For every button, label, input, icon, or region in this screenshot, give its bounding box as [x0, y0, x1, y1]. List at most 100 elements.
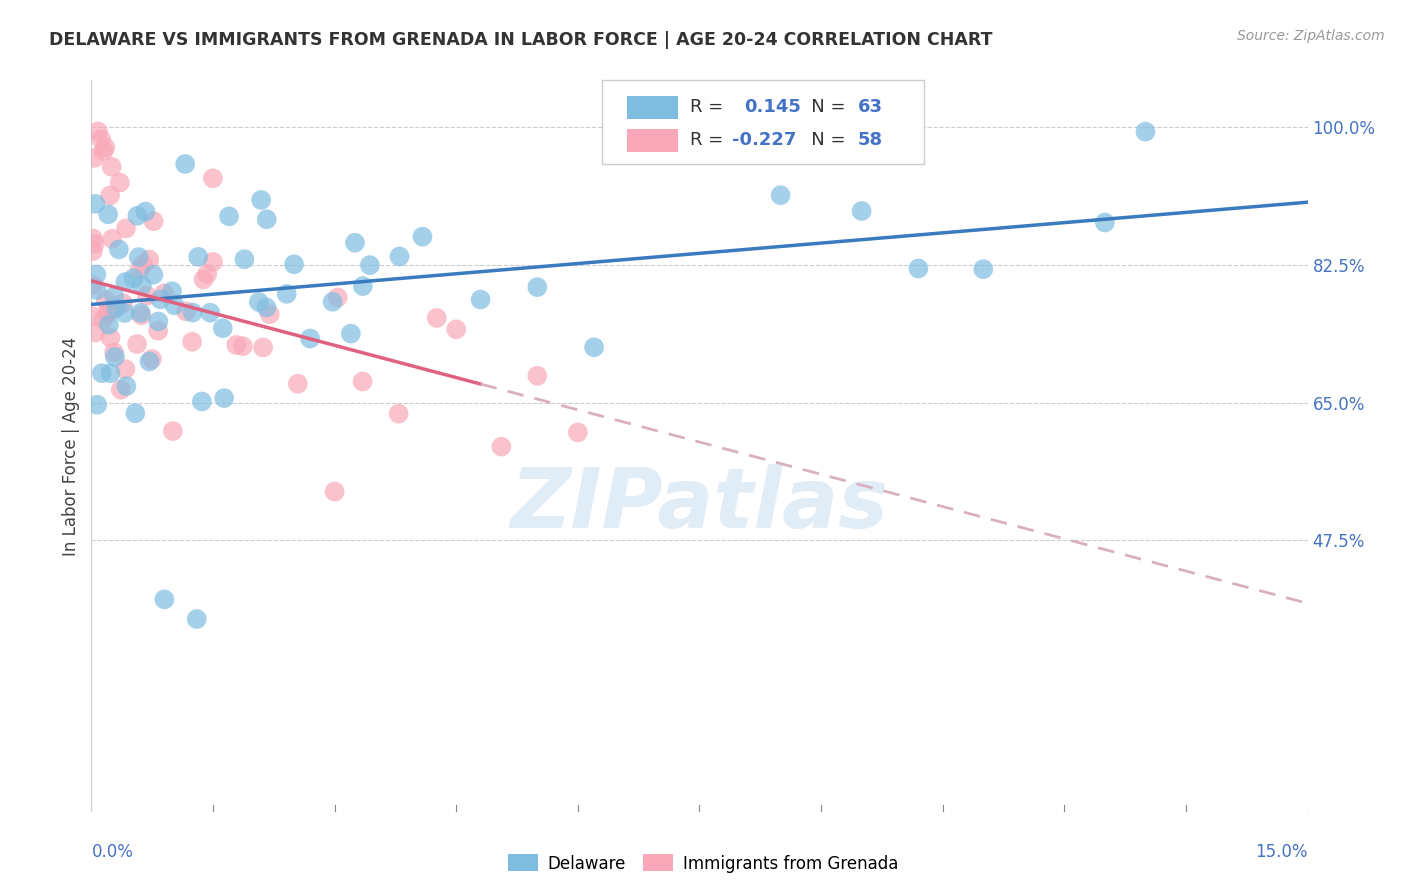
- Point: [98, 188, 121, 202]
- Point: [108, 176, 131, 190]
- Point: [97, 303, 120, 318]
- Point: [138, 354, 160, 368]
- Bar: [627, 128, 678, 152]
- Point: [160, 285, 183, 299]
- Point: [259, 307, 281, 321]
- Point: [388, 249, 411, 263]
- Point: [283, 257, 305, 271]
- Text: N =: N =: [794, 98, 852, 116]
- Point: [444, 322, 467, 336]
- Text: DELAWARE VS IMMIGRANTS FROM GRENADA IN LABOR FORCE | AGE 20-24 CORRELATION CHART: DELAWARE VS IMMIGRANTS FROM GRENADA IN L…: [49, 31, 993, 49]
- Point: [688, 113, 710, 128]
- Point: [250, 193, 273, 207]
- Point: [388, 407, 411, 421]
- Point: [83, 151, 105, 165]
- Text: 15.0%: 15.0%: [1256, 843, 1308, 861]
- Point: [84, 197, 107, 211]
- FancyBboxPatch shape: [602, 80, 925, 164]
- Point: [174, 304, 197, 318]
- Point: [100, 366, 122, 380]
- Point: [212, 391, 235, 405]
- Point: [583, 340, 606, 354]
- Point: [232, 339, 254, 353]
- Point: [201, 171, 224, 186]
- Point: [114, 306, 136, 320]
- Point: [135, 288, 157, 302]
- Point: [114, 275, 136, 289]
- Point: [129, 306, 152, 320]
- Point: [127, 209, 149, 223]
- Point: [83, 236, 105, 251]
- Text: R =: R =: [690, 131, 728, 149]
- Point: [256, 212, 278, 227]
- Point: [1135, 125, 1157, 139]
- Point: [142, 214, 165, 228]
- Point: [181, 305, 204, 319]
- Point: [100, 331, 122, 345]
- Point: [352, 279, 374, 293]
- Bar: [627, 95, 678, 119]
- Point: [131, 278, 153, 293]
- Point: [851, 204, 873, 219]
- Point: [252, 340, 274, 354]
- Point: [186, 612, 208, 626]
- Point: [101, 232, 124, 246]
- Point: [90, 132, 112, 146]
- Text: Source: ZipAtlas.com: Source: ZipAtlas.com: [1237, 29, 1385, 43]
- Point: [972, 262, 994, 277]
- Point: [567, 425, 589, 440]
- Point: [149, 293, 172, 307]
- Point: [96, 307, 118, 321]
- Point: [359, 258, 381, 272]
- Point: [138, 252, 160, 267]
- Text: 0.145: 0.145: [745, 98, 801, 116]
- Point: [141, 351, 163, 366]
- Point: [93, 144, 115, 158]
- Point: [218, 210, 240, 224]
- Point: [86, 283, 108, 297]
- Point: [287, 376, 309, 391]
- Point: [326, 290, 349, 304]
- Point: [94, 140, 117, 154]
- Point: [134, 204, 156, 219]
- Text: ZIPatlas: ZIPatlas: [510, 464, 889, 545]
- Point: [769, 188, 792, 202]
- Point: [105, 301, 128, 315]
- Point: [153, 592, 176, 607]
- Point: [122, 271, 145, 285]
- Point: [153, 286, 176, 301]
- Point: [82, 231, 104, 245]
- Point: [187, 250, 209, 264]
- Point: [322, 294, 344, 309]
- Point: [101, 301, 124, 316]
- Point: [90, 366, 112, 380]
- Point: [146, 324, 169, 338]
- Point: [82, 278, 104, 293]
- Point: [526, 368, 548, 383]
- Point: [254, 301, 277, 315]
- Point: [1094, 215, 1116, 229]
- Point: [112, 296, 135, 310]
- Point: [128, 250, 150, 264]
- Point: [82, 244, 104, 258]
- Point: [84, 326, 107, 340]
- Text: -0.227: -0.227: [733, 131, 797, 149]
- Point: [191, 394, 214, 409]
- Point: [343, 235, 366, 250]
- Point: [86, 398, 108, 412]
- Point: [103, 345, 125, 359]
- Point: [470, 293, 492, 307]
- Point: [128, 262, 150, 277]
- Point: [299, 332, 322, 346]
- Point: [352, 375, 374, 389]
- Point: [163, 298, 186, 312]
- Point: [907, 261, 929, 276]
- Point: [87, 124, 110, 138]
- Point: [100, 160, 122, 174]
- Text: 58: 58: [858, 131, 883, 149]
- Text: 0.0%: 0.0%: [91, 843, 134, 861]
- Y-axis label: In Labor Force | Age 20-24: In Labor Force | Age 20-24: [62, 336, 80, 556]
- Point: [124, 406, 146, 420]
- Point: [181, 334, 204, 349]
- Point: [125, 337, 148, 351]
